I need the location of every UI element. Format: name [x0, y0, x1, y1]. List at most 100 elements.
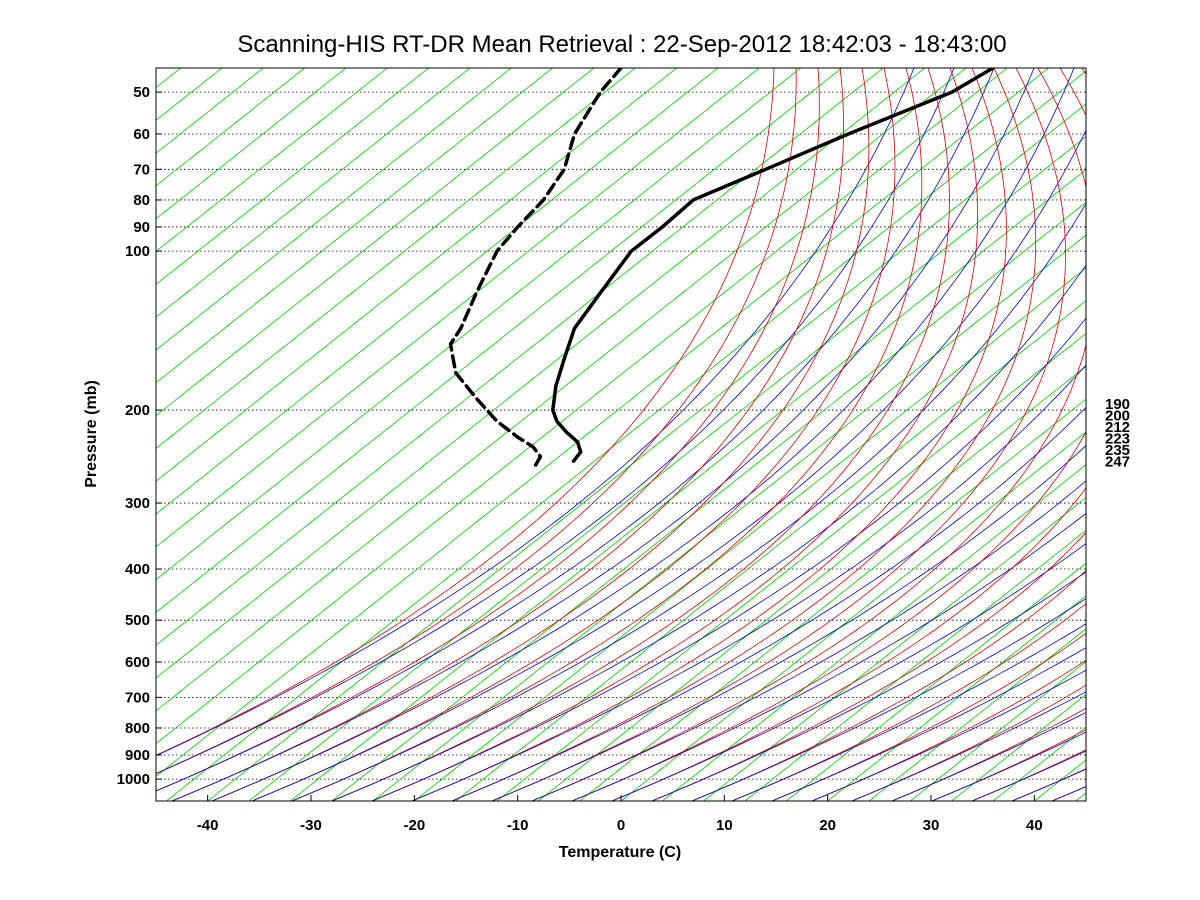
isotherm-line [786, 562, 1086, 801]
isotherm-line [156, 68, 925, 679]
isotherm-line [156, 68, 388, 253]
dry-adiabat-line [156, 68, 775, 756]
isotherm-line [455, 300, 1086, 801]
y-tick-label: 800 [125, 720, 150, 737]
dry-adiabat-line [156, 68, 820, 792]
moist-curve-line [531, 480, 1086, 801]
right-side-label: 200 [1105, 408, 1130, 425]
dry-adiabat-line [691, 569, 1086, 801]
isotherm-line [331, 201, 1086, 801]
x-tick-label: -20 [403, 817, 425, 834]
isotherm-line [414, 267, 1086, 801]
isotherm-line [156, 68, 1008, 745]
isotherm-line [827, 595, 1086, 801]
y-tick-label: 200 [125, 402, 150, 419]
dry-adiabat-line [171, 68, 844, 801]
dry-adiabat-line [156, 68, 797, 774]
dry-adiabat-line [611, 68, 1086, 801]
sounding-profiles [448, 68, 995, 468]
dry-adiabat-line [811, 659, 1086, 801]
dry-adiabat-line [371, 68, 978, 801]
y-tick-label: 1000 [117, 771, 150, 788]
isotherm-line [156, 68, 636, 449]
dewpoint-profile-line [448, 68, 623, 468]
isotherm-line [662, 464, 1086, 801]
moist-curve-line [611, 543, 1086, 801]
isotherm-line [156, 68, 677, 482]
right-side-label: 212 [1105, 419, 1130, 436]
isotherm-line [910, 661, 1086, 801]
x-axis-ticks: -40 -30 -20 -10 0 10 20 30 40 [197, 795, 1043, 834]
right-side-label: 190 [1105, 396, 1130, 413]
moist-curve-line [571, 512, 1086, 801]
y-tick-label: 80 [133, 192, 150, 209]
y-axis-ticks: 50 60 70 80 90 100 200 300 400 500 600 700 800 900 100… [117, 84, 162, 788]
temperature-profile-line [551, 68, 995, 463]
isotherm-line [156, 68, 801, 581]
dry-adiabat-line [331, 68, 950, 801]
x-tick-label: -40 [197, 817, 219, 834]
x-tick-label: 0 [617, 817, 625, 834]
moist-curve-line [811, 669, 1086, 801]
y-tick-label: 900 [125, 747, 150, 764]
isotherm-line [703, 497, 1086, 801]
moist-curve-line [731, 623, 1086, 801]
isotherm-line [156, 68, 512, 351]
isotherm-line [156, 68, 553, 384]
isotherm-line [166, 70, 1086, 801]
background-curves [156, 68, 1086, 801]
x-tick-label: 30 [923, 817, 940, 834]
moist-curve-line [411, 364, 1086, 801]
moist-curve-line [211, 68, 1075, 801]
dry-adiabat-line [771, 632, 1086, 801]
y-tick-label: 400 [125, 561, 150, 578]
isotherm-line [156, 68, 595, 417]
moist-curve-line [251, 129, 1086, 801]
isotherm-line [156, 68, 429, 285]
dry-adiabat-line [491, 68, 1066, 801]
isotherm-line [579, 398, 1086, 801]
moist-curve-line [156, 68, 995, 792]
y-tick-label: 50 [133, 84, 150, 101]
isotherm-line [156, 68, 760, 548]
y-tick-label: 600 [125, 654, 150, 671]
isotherm-line [248, 136, 1086, 801]
moist-curve-line [331, 264, 1086, 801]
isotherm-line [538, 365, 1086, 801]
x-tick-label: -10 [507, 817, 529, 834]
right-side-label: 223 [1105, 431, 1130, 448]
y-tick-label: 60 [133, 126, 150, 143]
dry-adiabat-line [731, 603, 1086, 801]
y-tick-label: 70 [133, 161, 150, 178]
x-tick-label: 20 [819, 817, 836, 834]
y-tick-label: 500 [125, 612, 150, 629]
isotherm-line [207, 103, 1086, 801]
moist-curve-line [171, 68, 1035, 801]
isotherm-line [156, 68, 347, 220]
dry-adiabat-line [451, 68, 1037, 801]
chart-title: Scanning-HIS RT-DR Mean Retrieval : 22-S… [237, 31, 1006, 58]
isotherm-line [290, 168, 1086, 801]
moist-curve-line [451, 406, 1086, 801]
dry-adiabat-line [411, 68, 1007, 801]
dry-adiabat-line [531, 68, 1086, 801]
y-axis-label: Pressure (mb) [83, 380, 100, 488]
dry-adiabat-line [211, 68, 870, 801]
right-side-label: 247 [1105, 454, 1130, 471]
isotherm-line [496, 333, 1086, 801]
dry-adiabat-line [651, 531, 1086, 801]
isotherm-line [156, 68, 719, 515]
moist-curve-line [771, 647, 1086, 801]
moist-curve-line [691, 598, 1086, 801]
y-tick-label: 100 [125, 243, 150, 260]
isotherm-line [620, 431, 1086, 801]
moist-curve-line [651, 571, 1086, 801]
y-tick-label: 300 [125, 495, 150, 512]
dry-adiabat-line [571, 68, 1086, 801]
y-tick-label: 90 [133, 219, 150, 236]
x-tick-label: 10 [716, 817, 733, 834]
x-tick-label: 40 [1026, 817, 1043, 834]
